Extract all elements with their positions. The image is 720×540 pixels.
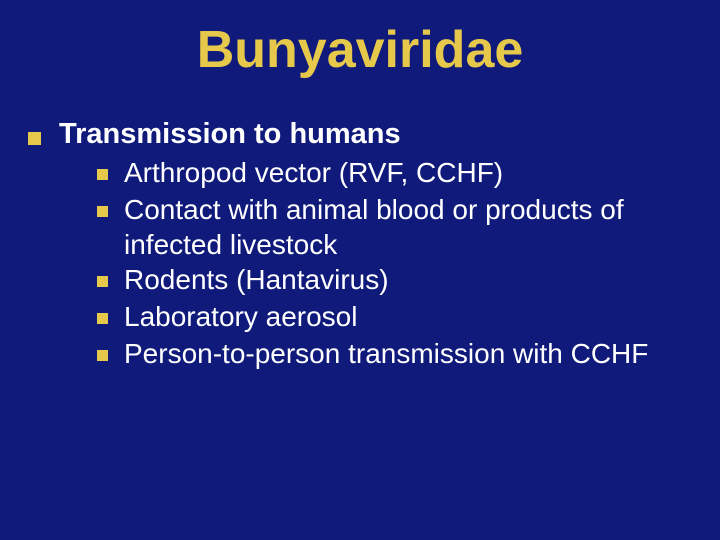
list-item: Rodents (Hantavirus) (97, 262, 720, 297)
square-bullet-icon (28, 132, 41, 145)
list-item: Arthropod vector (RVF, CCHF) (97, 155, 720, 190)
level2-list: Arthropod vector (RVF, CCHF) Contact wit… (59, 155, 720, 371)
slide-content: Transmission to humans Arthropod vector … (28, 118, 720, 373)
list-item-text: Rodents (Hantavirus) (124, 262, 389, 297)
slide: Bunyaviridae Transmission to humans Arth… (0, 0, 720, 540)
square-bullet-icon (97, 313, 108, 324)
square-bullet-icon (97, 169, 108, 180)
slide-title: Bunyaviridae (0, 0, 720, 80)
bullet-level1: Transmission to humans Arthropod vector … (28, 118, 720, 373)
list-item-text: Contact with animal blood or products of… (124, 192, 720, 262)
list-item-text: Arthropod vector (RVF, CCHF) (124, 155, 503, 190)
square-bullet-icon (97, 206, 108, 217)
square-bullet-icon (97, 276, 108, 287)
list-item-text: Laboratory aerosol (124, 299, 357, 334)
list-item: Laboratory aerosol (97, 299, 720, 334)
list-item: Contact with animal blood or products of… (97, 192, 720, 262)
list-item: Person-to-person transmission with CCHF (97, 336, 720, 371)
level1-heading: Transmission to humans (59, 118, 720, 151)
square-bullet-icon (97, 350, 108, 361)
list-item-text: Person-to-person transmission with CCHF (124, 336, 648, 371)
